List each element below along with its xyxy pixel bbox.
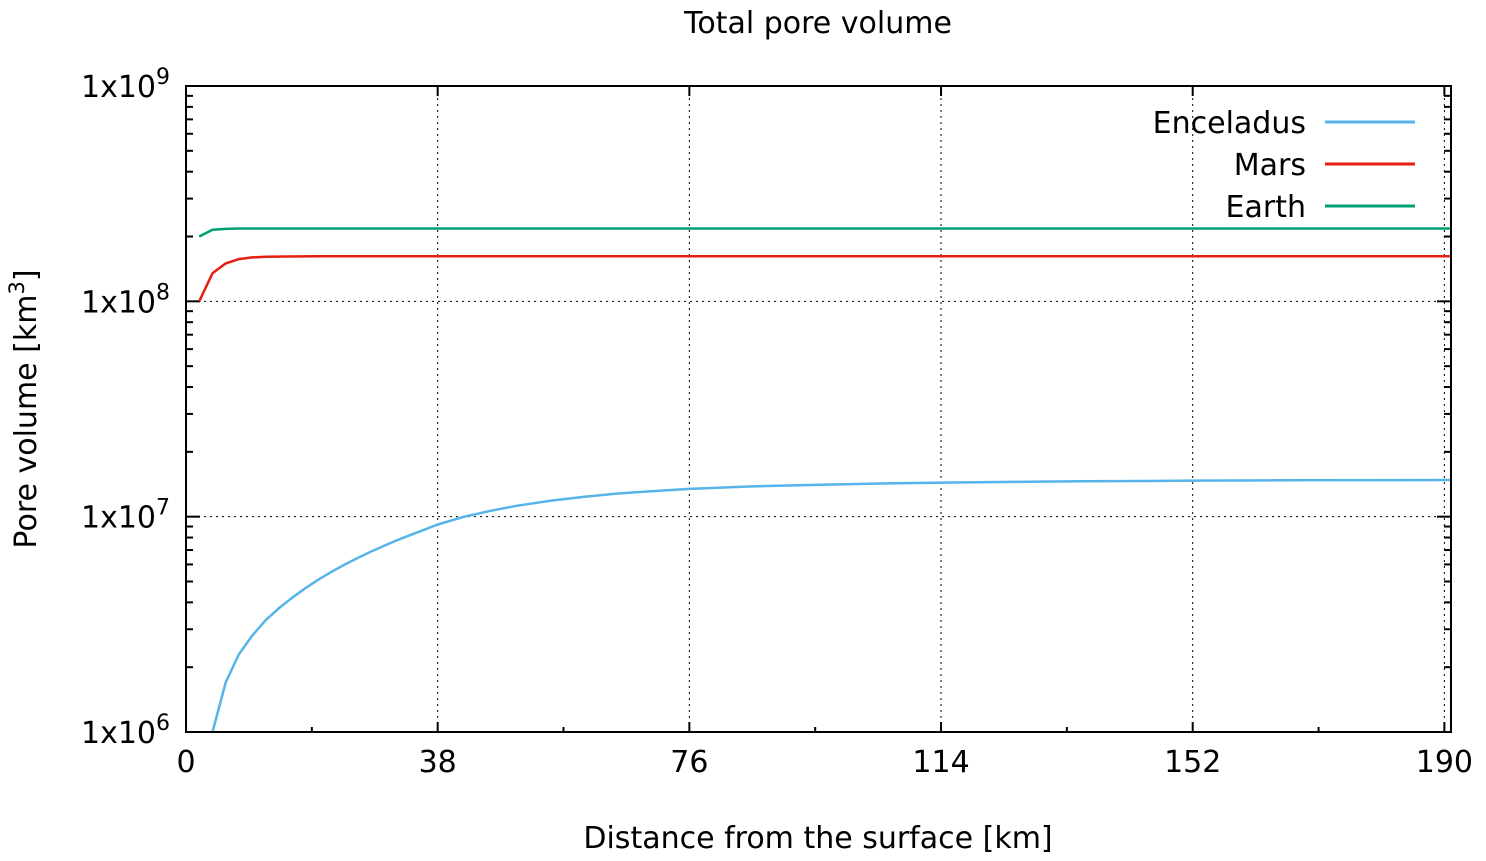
- x-tick-label: 38: [419, 745, 457, 780]
- y-axis-label-sup: 3: [5, 281, 29, 294]
- grid: [186, 86, 1451, 732]
- x-tick-label: 0: [176, 745, 195, 780]
- chart-title: Total pore volume: [683, 6, 952, 41]
- legend: Enceladus Mars Earth: [1153, 106, 1415, 225]
- series-line-earth: [198, 227, 1451, 238]
- y-tick-label: 1x108: [81, 280, 170, 320]
- data-series: [198, 227, 1452, 733]
- x-tick-label: 190: [1416, 745, 1473, 780]
- series-line-enceladus: [211, 478, 1452, 733]
- series-line-mars: [198, 254, 1451, 302]
- x-tick-label: 152: [1164, 745, 1221, 780]
- y-tick-label: 1x109: [81, 65, 170, 105]
- x-tick-label: 76: [670, 745, 708, 780]
- legend-label-mars: Mars: [1234, 148, 1306, 183]
- y-tick-label: 1x106: [81, 711, 170, 751]
- y-axis-label: Pore volume [km3]: [5, 269, 44, 548]
- x-axis-label: Distance from the surface [km]: [583, 821, 1052, 856]
- y-tick-labels: 1x106 1x107 1x108 1x109: [81, 65, 170, 751]
- x-tick-labels: 0 38 76 114 152 190: [176, 745, 1473, 780]
- y-axis-label-main: Pore volume [km: [9, 295, 44, 549]
- legend-label-enceladus: Enceladus: [1153, 106, 1306, 141]
- plot-frame: [185, 85, 1452, 733]
- legend-label-earth: Earth: [1226, 190, 1306, 225]
- y-tick-label: 1x107: [81, 496, 170, 536]
- y-axis-label-tail: ]: [9, 269, 44, 281]
- x-tick-label: 114: [912, 745, 969, 780]
